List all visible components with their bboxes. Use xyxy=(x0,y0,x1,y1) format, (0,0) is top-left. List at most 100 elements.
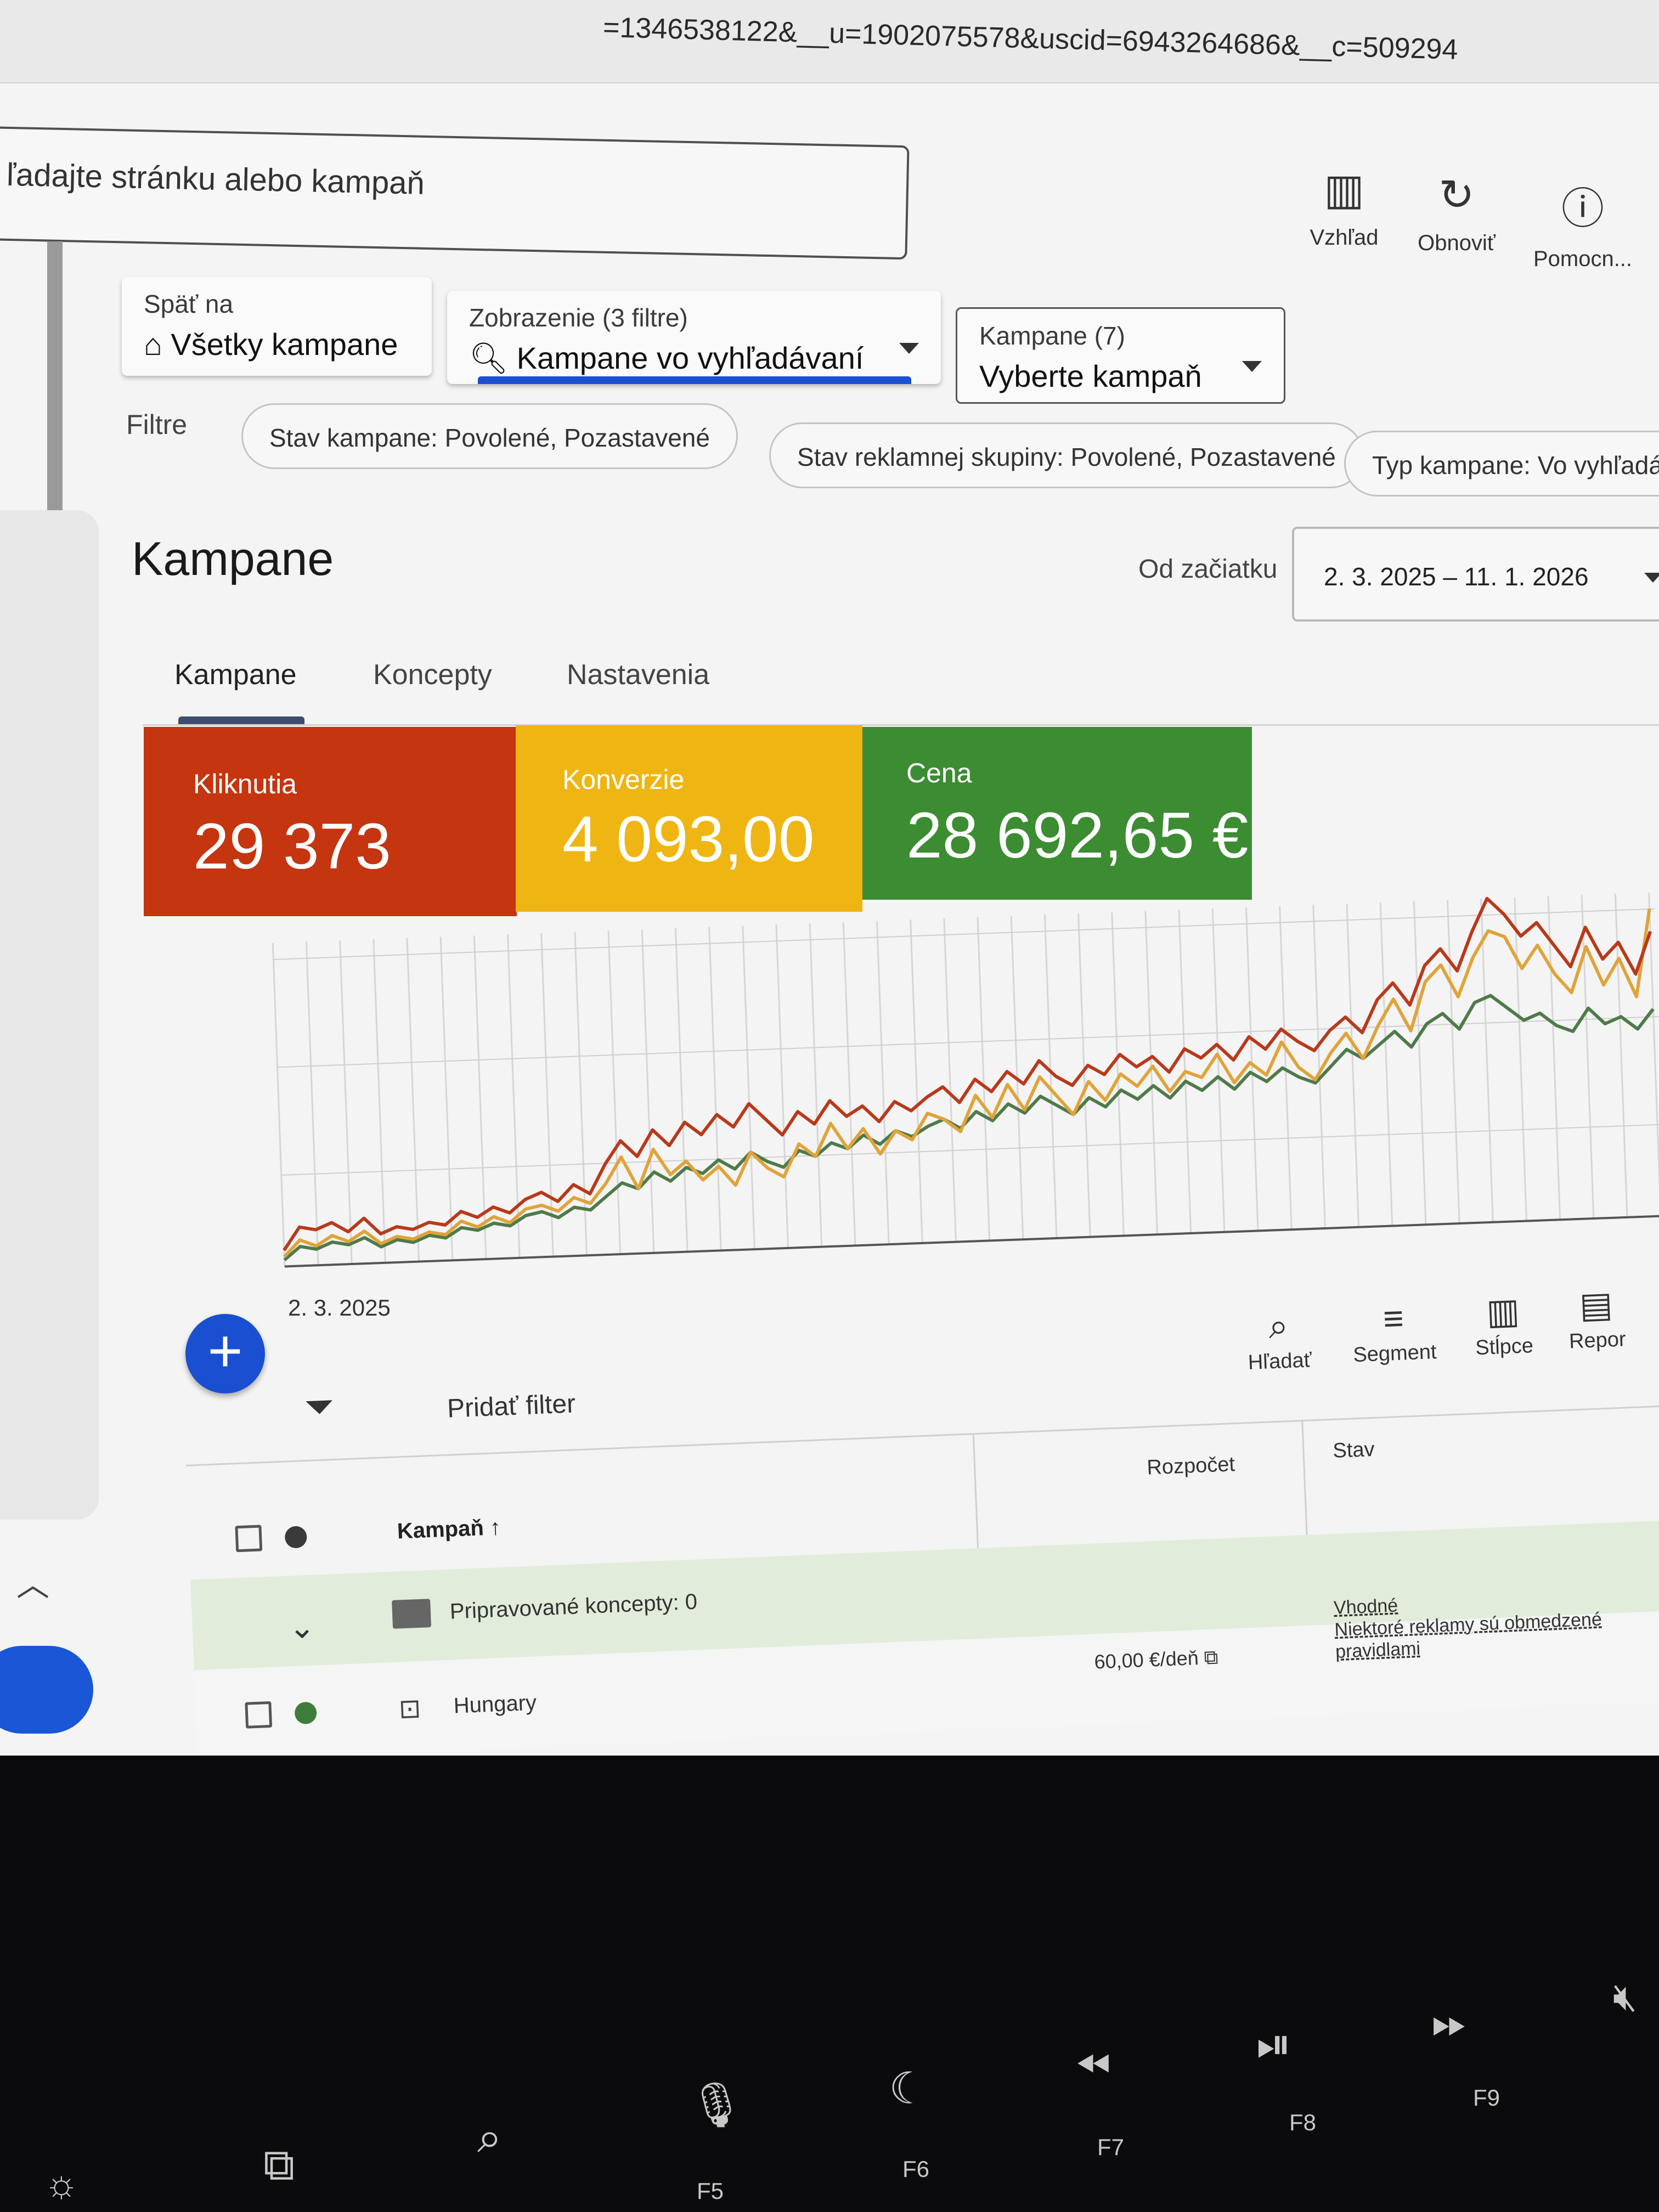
chart-gridline xyxy=(775,924,789,1248)
url-text: =1346538122&__u=1902075578&uscid=6943264… xyxy=(602,11,1459,66)
browser-address-bar[interactable]: =1346538122&__u=1902075578&uscid=6943264… xyxy=(0,0,1659,83)
chart-gridline xyxy=(1379,902,1393,1226)
back-value-row: ⌂ Všetky kampane xyxy=(144,326,398,362)
reports-icon: ▤ xyxy=(1578,1284,1613,1325)
metric-clicks-value: 29 373 xyxy=(193,810,391,883)
select-all-checkbox[interactable] xyxy=(235,1525,263,1553)
campaign-selector[interactable]: Kampane (7) Vyberte kampaň xyxy=(956,307,1285,404)
chart-gridline xyxy=(277,1016,1659,1068)
chart-gridline xyxy=(607,930,622,1255)
date-range-label: Od začiatku xyxy=(1138,555,1278,584)
page-title: Kampane xyxy=(132,533,334,585)
search-campaign-icon: ⊡ xyxy=(398,1694,422,1724)
status-column-header[interactable]: Stav xyxy=(1332,1437,1375,1463)
key-f7[interactable]: F7 xyxy=(1097,2134,1125,2160)
key-f5[interactable]: F5 xyxy=(697,2178,724,2204)
tab-campaigns[interactable]: Kampane xyxy=(174,659,297,691)
mute-icon[interactable]: 🔇︎ xyxy=(1613,1976,1638,2018)
campaign-header-label: Kampaň xyxy=(397,1516,484,1544)
chevron-up-icon[interactable]: ︿ xyxy=(16,1566,49,1603)
microphone-icon[interactable]: 🎙︎ xyxy=(689,2080,744,2129)
metric-conversions[interactable]: Konverzie 4 093,00 xyxy=(516,725,862,912)
tab-settings[interactable]: Nastavenia xyxy=(567,659,710,691)
chart-gridline xyxy=(742,926,755,1250)
view-selector[interactable]: Zobrazenie (3 filtre) 🔍︎ Kampane vo vyhľ… xyxy=(447,291,941,384)
columns-label: Stĺpce xyxy=(1475,1334,1534,1360)
budget-value[interactable]: 60,00 €/deň ⧉ xyxy=(1094,1646,1218,1674)
metric-cost-label: Cena xyxy=(906,758,972,788)
performance-chart-svg xyxy=(272,892,1659,1268)
layout-icon: ▥ xyxy=(1324,165,1364,213)
chart-gridline xyxy=(540,933,554,1257)
trend-chart-icon[interactable]: ⧉ xyxy=(1203,1645,1219,1669)
key-f9[interactable]: F9 xyxy=(1473,2085,1500,2111)
filter-chip-campaign-type[interactable]: Typ kampane: Vo vyhľadávaní xyxy=(1344,431,1659,496)
active-underline xyxy=(478,376,911,384)
status-cell[interactable]: Vhodné Niektoré reklamy sú obmedzené pra… xyxy=(1333,1585,1643,1663)
segment-label: Segment xyxy=(1352,1340,1437,1367)
add-filter-button[interactable]: Pridať filter xyxy=(447,1389,577,1424)
performance-chart xyxy=(251,882,1659,1284)
date-range-value: 2. 3. 2025 – 11. 1. 2026 xyxy=(1324,562,1589,591)
play-pause-icon[interactable]: ⏯︎ xyxy=(1256,2019,1291,2068)
status-enabled-dot xyxy=(294,1701,317,1725)
search-table-label: Hľadať xyxy=(1247,1348,1312,1374)
campaign-table: ⏷ Pridať filter ⌕ Hľadať ≡ Segment ▥ Stĺ… xyxy=(181,1284,1659,1756)
mission-control-icon[interactable]: ⧉ xyxy=(263,2140,295,2189)
add-campaign-button[interactable]: + xyxy=(185,1314,265,1393)
chart-gridline xyxy=(373,939,386,1263)
help-button[interactable]: ⓘ Pomocn... xyxy=(1522,174,1643,272)
row-checkbox[interactable] xyxy=(245,1701,273,1729)
back-to-all-campaigns[interactable]: Späť na ⌂ Všetky kampane xyxy=(122,277,432,376)
refresh-button[interactable]: ↻ Obnoviť xyxy=(1396,170,1517,256)
budget-column-header[interactable]: Rozpočet xyxy=(1146,1453,1235,1480)
fast-forward-icon[interactable]: ⏩︎ xyxy=(1432,1997,1467,2046)
view-selector-label: Zobrazenie (3 filtre) xyxy=(469,303,688,332)
key-f6[interactable]: F6 xyxy=(902,2156,930,2182)
tab-drafts[interactable]: Koncepty xyxy=(373,659,492,691)
chart-gridline xyxy=(406,938,420,1262)
chart-gridline xyxy=(281,1124,1659,1176)
drafts-group-label: Pripravované koncepty: 0 xyxy=(449,1589,698,1624)
rewind-icon[interactable]: ⏪︎ xyxy=(1075,2041,1110,2090)
chevron-down-icon[interactable]: ⌄ xyxy=(287,1609,316,1646)
chart-gridline xyxy=(272,943,286,1267)
view-button[interactable]: ▥ Vzhľad xyxy=(1284,165,1404,250)
moon-icon[interactable]: ☾ xyxy=(889,2064,928,2113)
date-range-picker[interactable]: 2. 3. 2025 – 11. 1. 2026 xyxy=(1292,527,1659,622)
view-selector-value-row: 🔍︎ Kampane vo vyhľadávaní xyxy=(469,340,864,376)
search-icon[interactable]: ⌕ xyxy=(477,2113,502,2162)
chart-gridline xyxy=(1346,904,1360,1227)
primary-nav-button[interactable] xyxy=(0,1646,93,1734)
chart-gridline xyxy=(809,923,823,1247)
search-input[interactable]: ľadajte stránku alebo kampaň xyxy=(0,126,910,260)
search-icon: ⌕ xyxy=(1267,1306,1289,1346)
campaign-column-header[interactable]: Kampaň ↑ xyxy=(397,1515,501,1544)
view-selector-value: Kampane vo vyhľadávaní xyxy=(516,341,864,375)
filter-chip-campaign-status[interactable]: Stav kampane: Povolené, Pozastavené xyxy=(241,403,738,469)
columns-button[interactable]: ▥ Stĺpce xyxy=(1447,1289,1560,1361)
reports-button[interactable]: ▤ Repor xyxy=(1551,1283,1642,1354)
screen: =1346538122&__u=1902075578&uscid=6943264… xyxy=(0,0,1659,1756)
campaign-selector-label: Kampane (7) xyxy=(979,321,1125,350)
search-table-button[interactable]: ⌕ Hľadať xyxy=(1223,1304,1335,1376)
filter-chip-adgroup-status[interactable]: Stav reklamnej skupiny: Povolené, Pozast… xyxy=(769,422,1364,488)
chart-x-axis xyxy=(284,1215,1659,1268)
chart-series-line-1 xyxy=(283,909,1651,1258)
tab-divider xyxy=(143,724,1659,726)
metric-conversions-label: Konverzie xyxy=(562,764,685,795)
brightness-icon[interactable]: ☼ xyxy=(44,2162,80,2205)
chevron-down-icon xyxy=(1242,361,1262,372)
chart-gridline xyxy=(674,928,689,1252)
metric-clicks[interactable]: Kliknutia 29 373 xyxy=(144,727,517,916)
chart-gridline xyxy=(1547,896,1561,1220)
filter-icon[interactable]: ⏷ xyxy=(303,1385,335,1429)
segment-button[interactable]: ≡ Segment xyxy=(1338,1296,1451,1368)
chart-gridline xyxy=(1480,899,1494,1222)
chart-gridline xyxy=(1312,905,1326,1229)
key-f8[interactable]: F8 xyxy=(1289,2109,1317,2135)
metric-cost[interactable]: Cena 28 692,65 € xyxy=(862,727,1252,900)
campaign-name-link[interactable]: Hungary xyxy=(453,1690,537,1718)
chart-gridline xyxy=(1144,911,1159,1235)
chevron-down-icon xyxy=(1644,573,1659,583)
